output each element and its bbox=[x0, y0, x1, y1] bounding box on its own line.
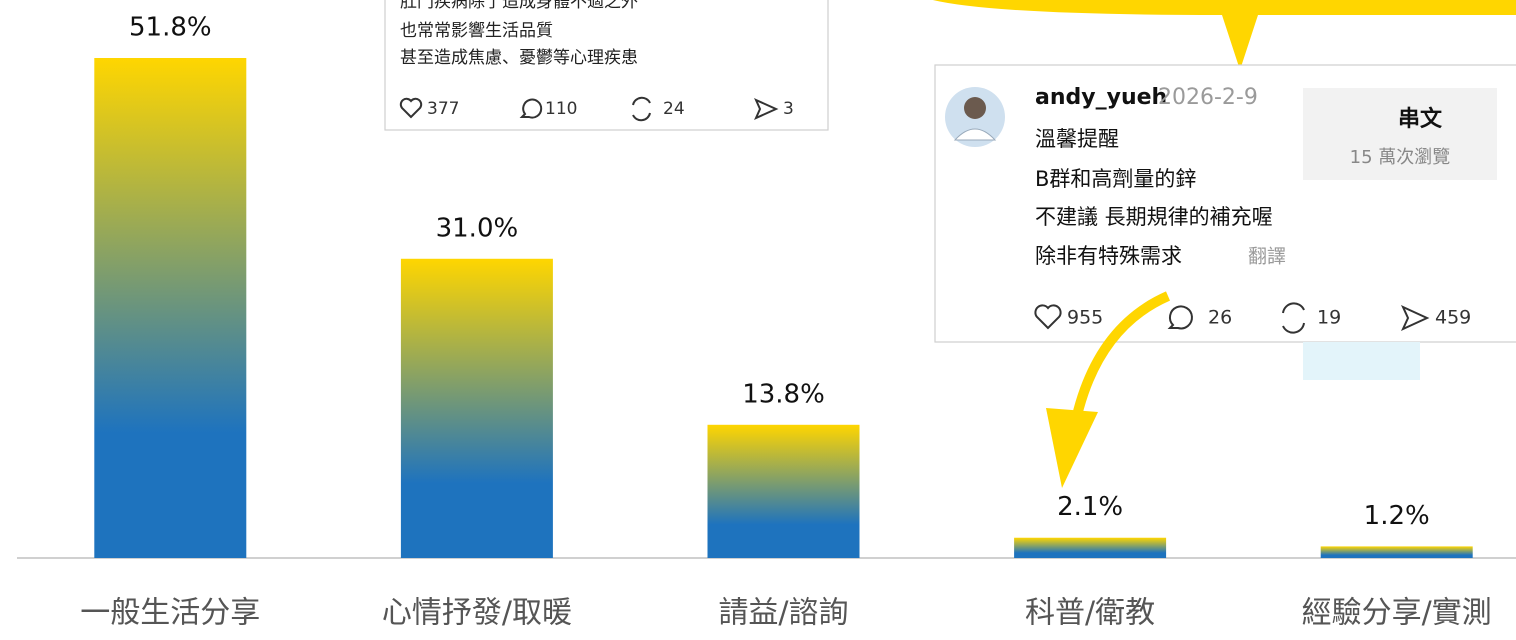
date: 2026-2-9 bbox=[1158, 85, 1258, 110]
post-line: 肛門疾病除了造成身體不適之外 bbox=[400, 0, 638, 12]
arrow-head bbox=[1046, 408, 1098, 488]
post-card: 肛門疾病除了造成身體不適之外 也常常影響生活品質 甚至造成焦慮、憂鬱等心理疾患 … bbox=[384, 0, 829, 131]
like-count: 955 bbox=[1067, 307, 1103, 329]
x-tick-label: 請益/諮詢 bbox=[718, 596, 848, 631]
thread-box bbox=[1303, 88, 1497, 180]
translate-link[interactable]: 翻譯 bbox=[1248, 246, 1286, 268]
post-line: 溫馨提醒 bbox=[1035, 127, 1119, 151]
bar bbox=[400, 258, 553, 558]
repost-icon bbox=[632, 96, 651, 122]
speech-bubble bbox=[932, 0, 1516, 70]
reply-count: 110 bbox=[545, 99, 577, 119]
repost-icon bbox=[1282, 302, 1305, 334]
bar bbox=[1014, 537, 1167, 558]
bar bbox=[707, 424, 860, 558]
like-icon bbox=[1034, 304, 1062, 330]
x-tick-label: 心情抒發/取暖 bbox=[382, 596, 572, 631]
bar bbox=[94, 58, 247, 558]
x-tick-label: 一般生活分享 bbox=[80, 596, 260, 631]
share-icon bbox=[754, 98, 779, 120]
x-tick-label: 經驗分享/實測 bbox=[1302, 596, 1492, 631]
value-label: 31.0% bbox=[436, 213, 519, 243]
post-line: 除非有特殊需求 bbox=[1035, 244, 1182, 268]
post-line: 也常常影響生活品質 bbox=[400, 21, 553, 41]
reply-count: 26 bbox=[1208, 307, 1232, 329]
repost-count: 19 bbox=[1317, 307, 1341, 329]
post-line: 不建議 長期規律的補充喔 bbox=[1035, 205, 1273, 229]
share-count: 459 bbox=[1435, 307, 1471, 329]
views: 15 萬次瀏覽 bbox=[1350, 147, 1451, 168]
x-tick-label: 科普/衛教 bbox=[1025, 596, 1155, 631]
value-label: 51.8% bbox=[129, 13, 212, 43]
like-count: 377 bbox=[427, 99, 459, 119]
plot-area: 51.8% 一般生活分享 31.0% 心情抒發/取暖 13.8% 請益/諮詢 2.1% 科普/… bbox=[17, 13, 1516, 631]
post-card: andy_yueh 2026-2-9 溫馨提醒 B群和高劑量的鋅 不建議 長期規… bbox=[934, 64, 1516, 380]
highlight bbox=[1303, 342, 1420, 380]
avatar-coat bbox=[953, 128, 997, 141]
value-label: 1.2% bbox=[1364, 501, 1430, 531]
thread-label: 串文 bbox=[1398, 106, 1443, 132]
value-label: 13.8% bbox=[742, 379, 825, 409]
avatar-face bbox=[964, 97, 986, 119]
like-icon bbox=[399, 97, 423, 119]
bar bbox=[1320, 546, 1473, 558]
post-line: 甚至造成焦慮、憂鬱等心理疾患 bbox=[400, 48, 638, 68]
share-count: 3 bbox=[783, 99, 794, 119]
reply-icon bbox=[1167, 305, 1193, 330]
share-icon bbox=[1400, 304, 1430, 332]
reply-icon bbox=[519, 98, 543, 119]
author: andy_yueh bbox=[1035, 85, 1167, 110]
card-frame bbox=[384, 0, 829, 131]
post-line: B群和高劑量的鋅 bbox=[1035, 167, 1196, 191]
value-label: 2.1% bbox=[1057, 492, 1123, 522]
repost-count: 24 bbox=[663, 99, 685, 119]
